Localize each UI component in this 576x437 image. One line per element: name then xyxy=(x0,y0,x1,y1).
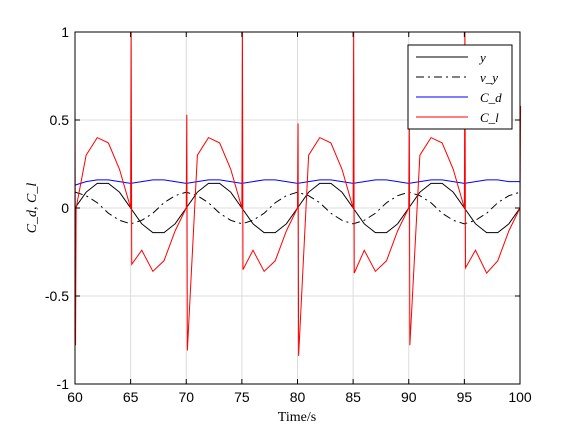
axes-layer: 60 65 70 75 80 85 90 95 100 -1 -0.5 0 0.5 1 xyxy=(45,24,532,405)
legend-label: C_l xyxy=(480,110,499,125)
x-tick-label: 80 xyxy=(290,389,306,405)
legend-label: y xyxy=(478,50,486,65)
y-axis-label: C_d, C_l xyxy=(25,183,40,234)
series-layer xyxy=(74,31,522,356)
x-tick-label: 75 xyxy=(234,389,250,405)
y-tick-label: -0.5 xyxy=(45,288,69,304)
y-tick-label: 0 xyxy=(61,200,69,216)
x-tick-label: 95 xyxy=(457,389,473,405)
x-tick-label: 70 xyxy=(178,389,194,405)
legend: y v_y C_d C_l xyxy=(407,44,513,130)
legend-label: v_y xyxy=(480,70,498,85)
x-axis-label: Time/s xyxy=(278,410,316,425)
x-tick-label: 60 xyxy=(67,389,83,405)
legend-box xyxy=(407,44,513,130)
x-tick-label: 65 xyxy=(123,389,139,405)
x-tick-label: 90 xyxy=(401,389,417,405)
y-tick-label: 1 xyxy=(61,24,69,40)
x-tick-label: 100 xyxy=(508,389,532,405)
y-tick-label: 0.5 xyxy=(50,112,70,128)
legend-label: C_d xyxy=(480,90,502,105)
x-tick-label: 85 xyxy=(345,389,361,405)
y-tick-label: -1 xyxy=(57,376,70,392)
series-line-cl xyxy=(74,31,522,356)
series-line-vy xyxy=(74,191,521,225)
